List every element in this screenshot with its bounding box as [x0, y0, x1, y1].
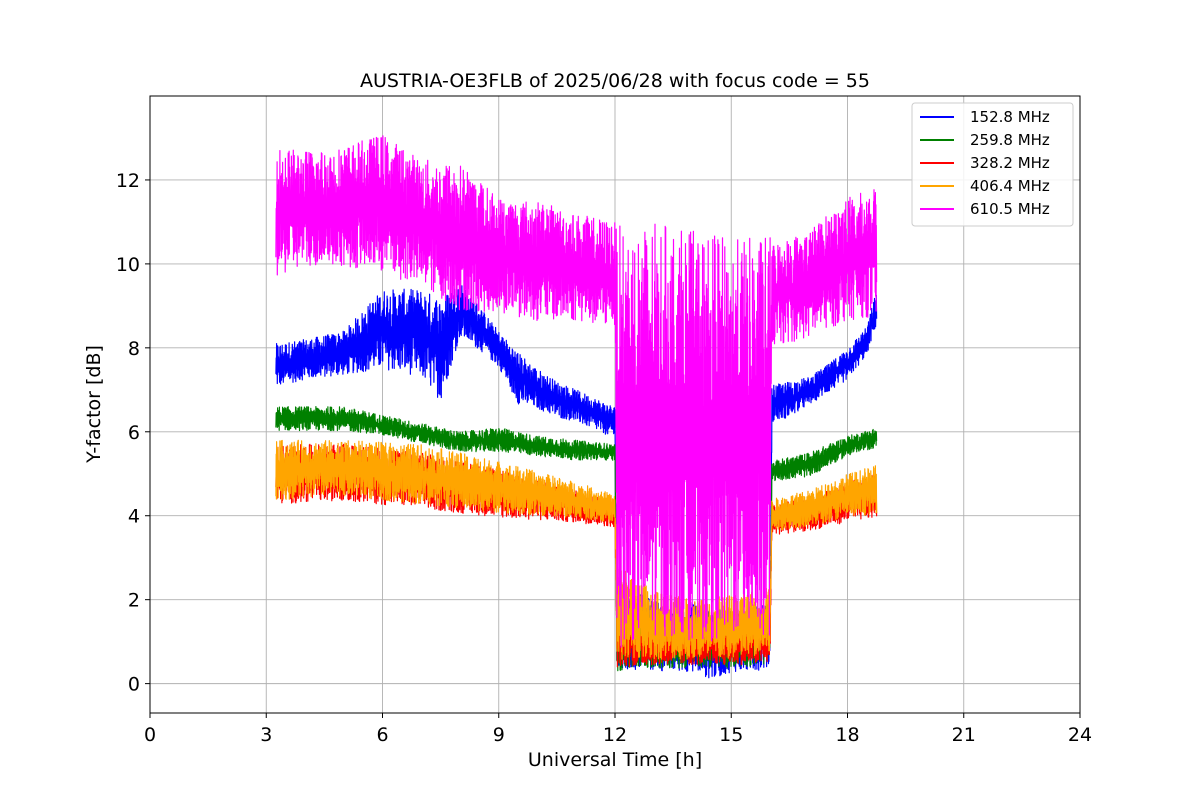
series-line-1: [275, 406, 878, 672]
x-tick-label: 0: [144, 724, 156, 746]
chart-title: AUSTRIA-OE3FLB of 2025/06/28 with focus …: [360, 70, 870, 92]
y-axis-label: Y-factor [dB]: [83, 345, 105, 464]
legend-label: 328.2 MHz: [970, 154, 1050, 172]
x-axis-label: Universal Time [h]: [528, 749, 702, 771]
x-axis-ticks: 0 3 6 9 12 15 18 21 24: [144, 713, 1092, 746]
y-tick-label: 8: [128, 338, 140, 360]
x-tick-label: 15: [719, 724, 743, 746]
y-axis-ticks: 0 2 4 6 8 10 12: [116, 170, 150, 696]
x-tick-label: 21: [952, 724, 976, 746]
legend-label: 406.4 MHz: [970, 177, 1050, 195]
x-tick-label: 18: [835, 724, 859, 746]
series-line-4: [275, 135, 878, 648]
x-tick-label: 9: [493, 724, 505, 746]
x-tick-label: 12: [603, 724, 627, 746]
legend-label: 259.8 MHz: [970, 131, 1050, 149]
legend: 152.8 MHz 259.8 MHz 328.2 MHz 406.4 MHz 610.…: [911, 102, 1074, 227]
y-tick-label: 2: [128, 590, 140, 612]
y-tick-label: 4: [128, 506, 140, 528]
x-tick-label: 24: [1068, 724, 1092, 746]
plot-data-area: [275, 135, 878, 679]
series-line-3: [275, 439, 878, 660]
x-tick-label: 6: [376, 724, 388, 746]
legend-label: 152.8 MHz: [970, 108, 1050, 126]
series-line-0: [275, 285, 878, 679]
legend-box: [911, 102, 1074, 227]
y-tick-label: 12: [116, 170, 140, 192]
y-tick-label: 6: [128, 422, 140, 444]
x-tick-label: 3: [260, 724, 272, 746]
y-tick-label: 10: [116, 254, 140, 276]
y-tick-label: 0: [128, 674, 140, 696]
legend-label: 610.5 MHz: [970, 200, 1050, 218]
